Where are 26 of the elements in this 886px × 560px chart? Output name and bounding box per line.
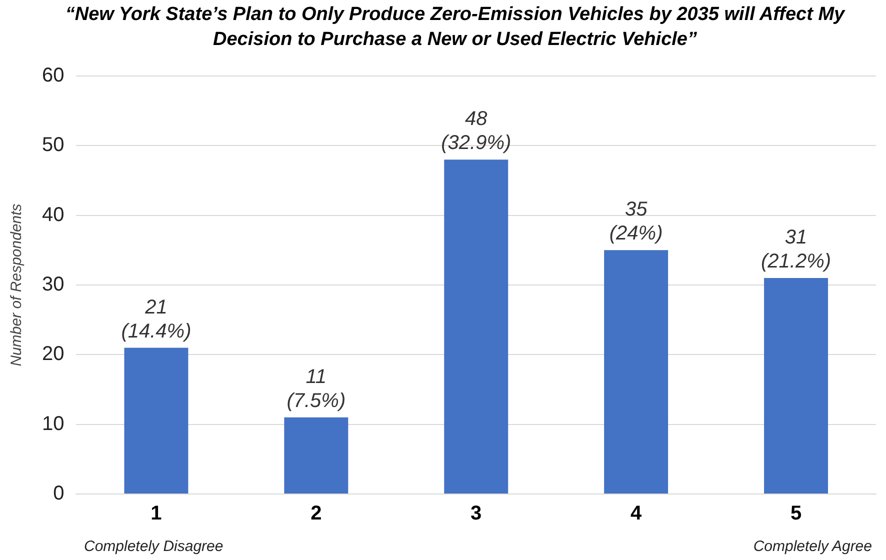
y-tick-label: 40	[42, 204, 64, 226]
bar	[444, 160, 508, 494]
y-tick-label: 0	[53, 482, 64, 505]
bar	[124, 348, 188, 494]
y-axis-title: Number of Respondents	[8, 203, 26, 366]
x-tick-label: 2	[310, 502, 322, 525]
y-tick-label: 10	[42, 412, 64, 435]
x-tick-label: 3	[470, 502, 482, 525]
y-tick-label: 50	[42, 134, 64, 156]
y-tick-label: 30	[42, 274, 64, 296]
chart-title: “New York State’s Plan to Only Produce Zero-Emission Vehicles by 2035 will Affect My Decision to Purchase a New or Used Electric Vehicle”	[64, 3, 846, 52]
bar	[764, 278, 828, 494]
data-label: 35 (24%)	[609, 198, 663, 245]
x-tick-label: 4	[630, 502, 643, 525]
y-tick-label: 60	[42, 64, 64, 87]
data-label: 48 (32.9%)	[441, 108, 512, 154]
text: Completely Agree	[753, 538, 872, 555]
data-label: 31 (21.2%)	[761, 226, 832, 273]
data-label: 11 (7.5%)	[286, 366, 346, 412]
x-tick-label: 1	[150, 502, 162, 525]
bar	[604, 250, 668, 494]
y-tick-label: 20	[42, 343, 64, 366]
bar	[284, 417, 348, 494]
x-tick-label: 5	[790, 502, 802, 525]
text: Completely Disagree	[84, 538, 224, 555]
data-label: 21 (14.4%)	[121, 296, 192, 342]
